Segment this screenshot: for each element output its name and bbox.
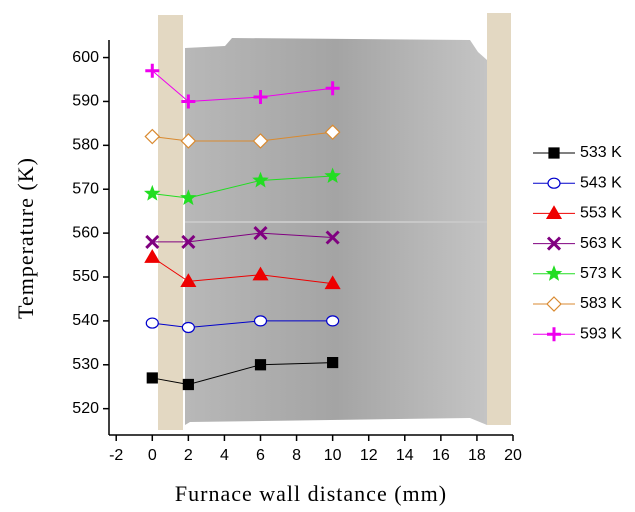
data-point (325, 230, 340, 245)
legend-label: 553 K (580, 205, 622, 222)
x-tick-label: 2 (184, 447, 193, 464)
data-point (181, 234, 196, 249)
series-line (152, 175, 333, 199)
x-tick-label: 18 (468, 447, 486, 464)
data-point (145, 317, 159, 329)
data-point (253, 90, 268, 105)
x-tick-label: 4 (220, 447, 229, 464)
data-point (180, 133, 197, 149)
x-tick-label: 8 (292, 447, 301, 464)
data-point (254, 359, 267, 371)
series-line (152, 362, 333, 386)
y-tick-label: 530 (72, 356, 99, 373)
series-line (152, 320, 333, 328)
data-point (143, 184, 161, 201)
x-tick-label: 12 (360, 447, 378, 464)
x-tick-label: 20 (504, 447, 522, 464)
furnace-wall-right (487, 13, 511, 425)
x-tick-label: 10 (324, 447, 342, 464)
data-point (252, 133, 269, 149)
x-tick-label: 14 (396, 447, 414, 464)
data-point (144, 249, 161, 263)
data-point (180, 273, 197, 287)
data-point (182, 378, 194, 391)
x-tick-label: -2 (109, 447, 123, 464)
x-tick-label: 6 (256, 447, 265, 464)
legend-marker (546, 236, 562, 251)
data-point (325, 81, 340, 96)
y-tick-label: 560 (72, 224, 99, 241)
x-tick-label: 16 (432, 447, 450, 464)
series-line (152, 131, 333, 142)
x-tick-label: 0 (148, 447, 157, 464)
data-point (253, 226, 268, 241)
data-point (252, 171, 269, 188)
data-point (145, 63, 160, 78)
series-line (152, 232, 333, 243)
furnace-wall-left (158, 15, 183, 430)
data-point (327, 356, 339, 369)
y-tick-label: 590 (72, 93, 99, 110)
legend-label: 573 K (580, 265, 622, 282)
x-axis-label: Furnace wall distance (mm) (175, 481, 447, 506)
y-tick-label: 550 (72, 268, 99, 285)
legend-marker (545, 265, 563, 281)
y-tick-label: 580 (72, 137, 99, 154)
legend-label: 593 K (580, 325, 622, 342)
data-point (253, 315, 268, 327)
legend-marker (548, 147, 560, 159)
data-point (144, 128, 161, 145)
legend-marker (547, 327, 561, 342)
legend-marker (546, 296, 562, 312)
legend-label: 583 K (580, 295, 622, 312)
y-tick-label: 570 (72, 180, 99, 197)
y-tick-label: 520 (72, 400, 99, 417)
y-tick-label: 540 (72, 312, 99, 329)
data-point (326, 315, 340, 327)
series-line (151, 70, 333, 102)
legend-marker (547, 177, 561, 189)
y-tick-label: 600 (72, 49, 99, 66)
data-point (324, 124, 341, 141)
data-point (145, 234, 160, 249)
legend-marker (545, 205, 563, 219)
series-line (152, 256, 333, 285)
legend-label: 543 K (580, 174, 622, 191)
legend-label: 563 K (580, 235, 622, 252)
data-point (146, 372, 158, 384)
legend-label: 533 K (580, 144, 622, 161)
data-point (324, 167, 341, 184)
data-point (324, 275, 341, 290)
data-point (181, 94, 196, 109)
data-point (180, 189, 197, 206)
data-point (252, 266, 269, 281)
y-axis-label: Temperature (K) (13, 157, 38, 319)
data-point (181, 321, 195, 334)
